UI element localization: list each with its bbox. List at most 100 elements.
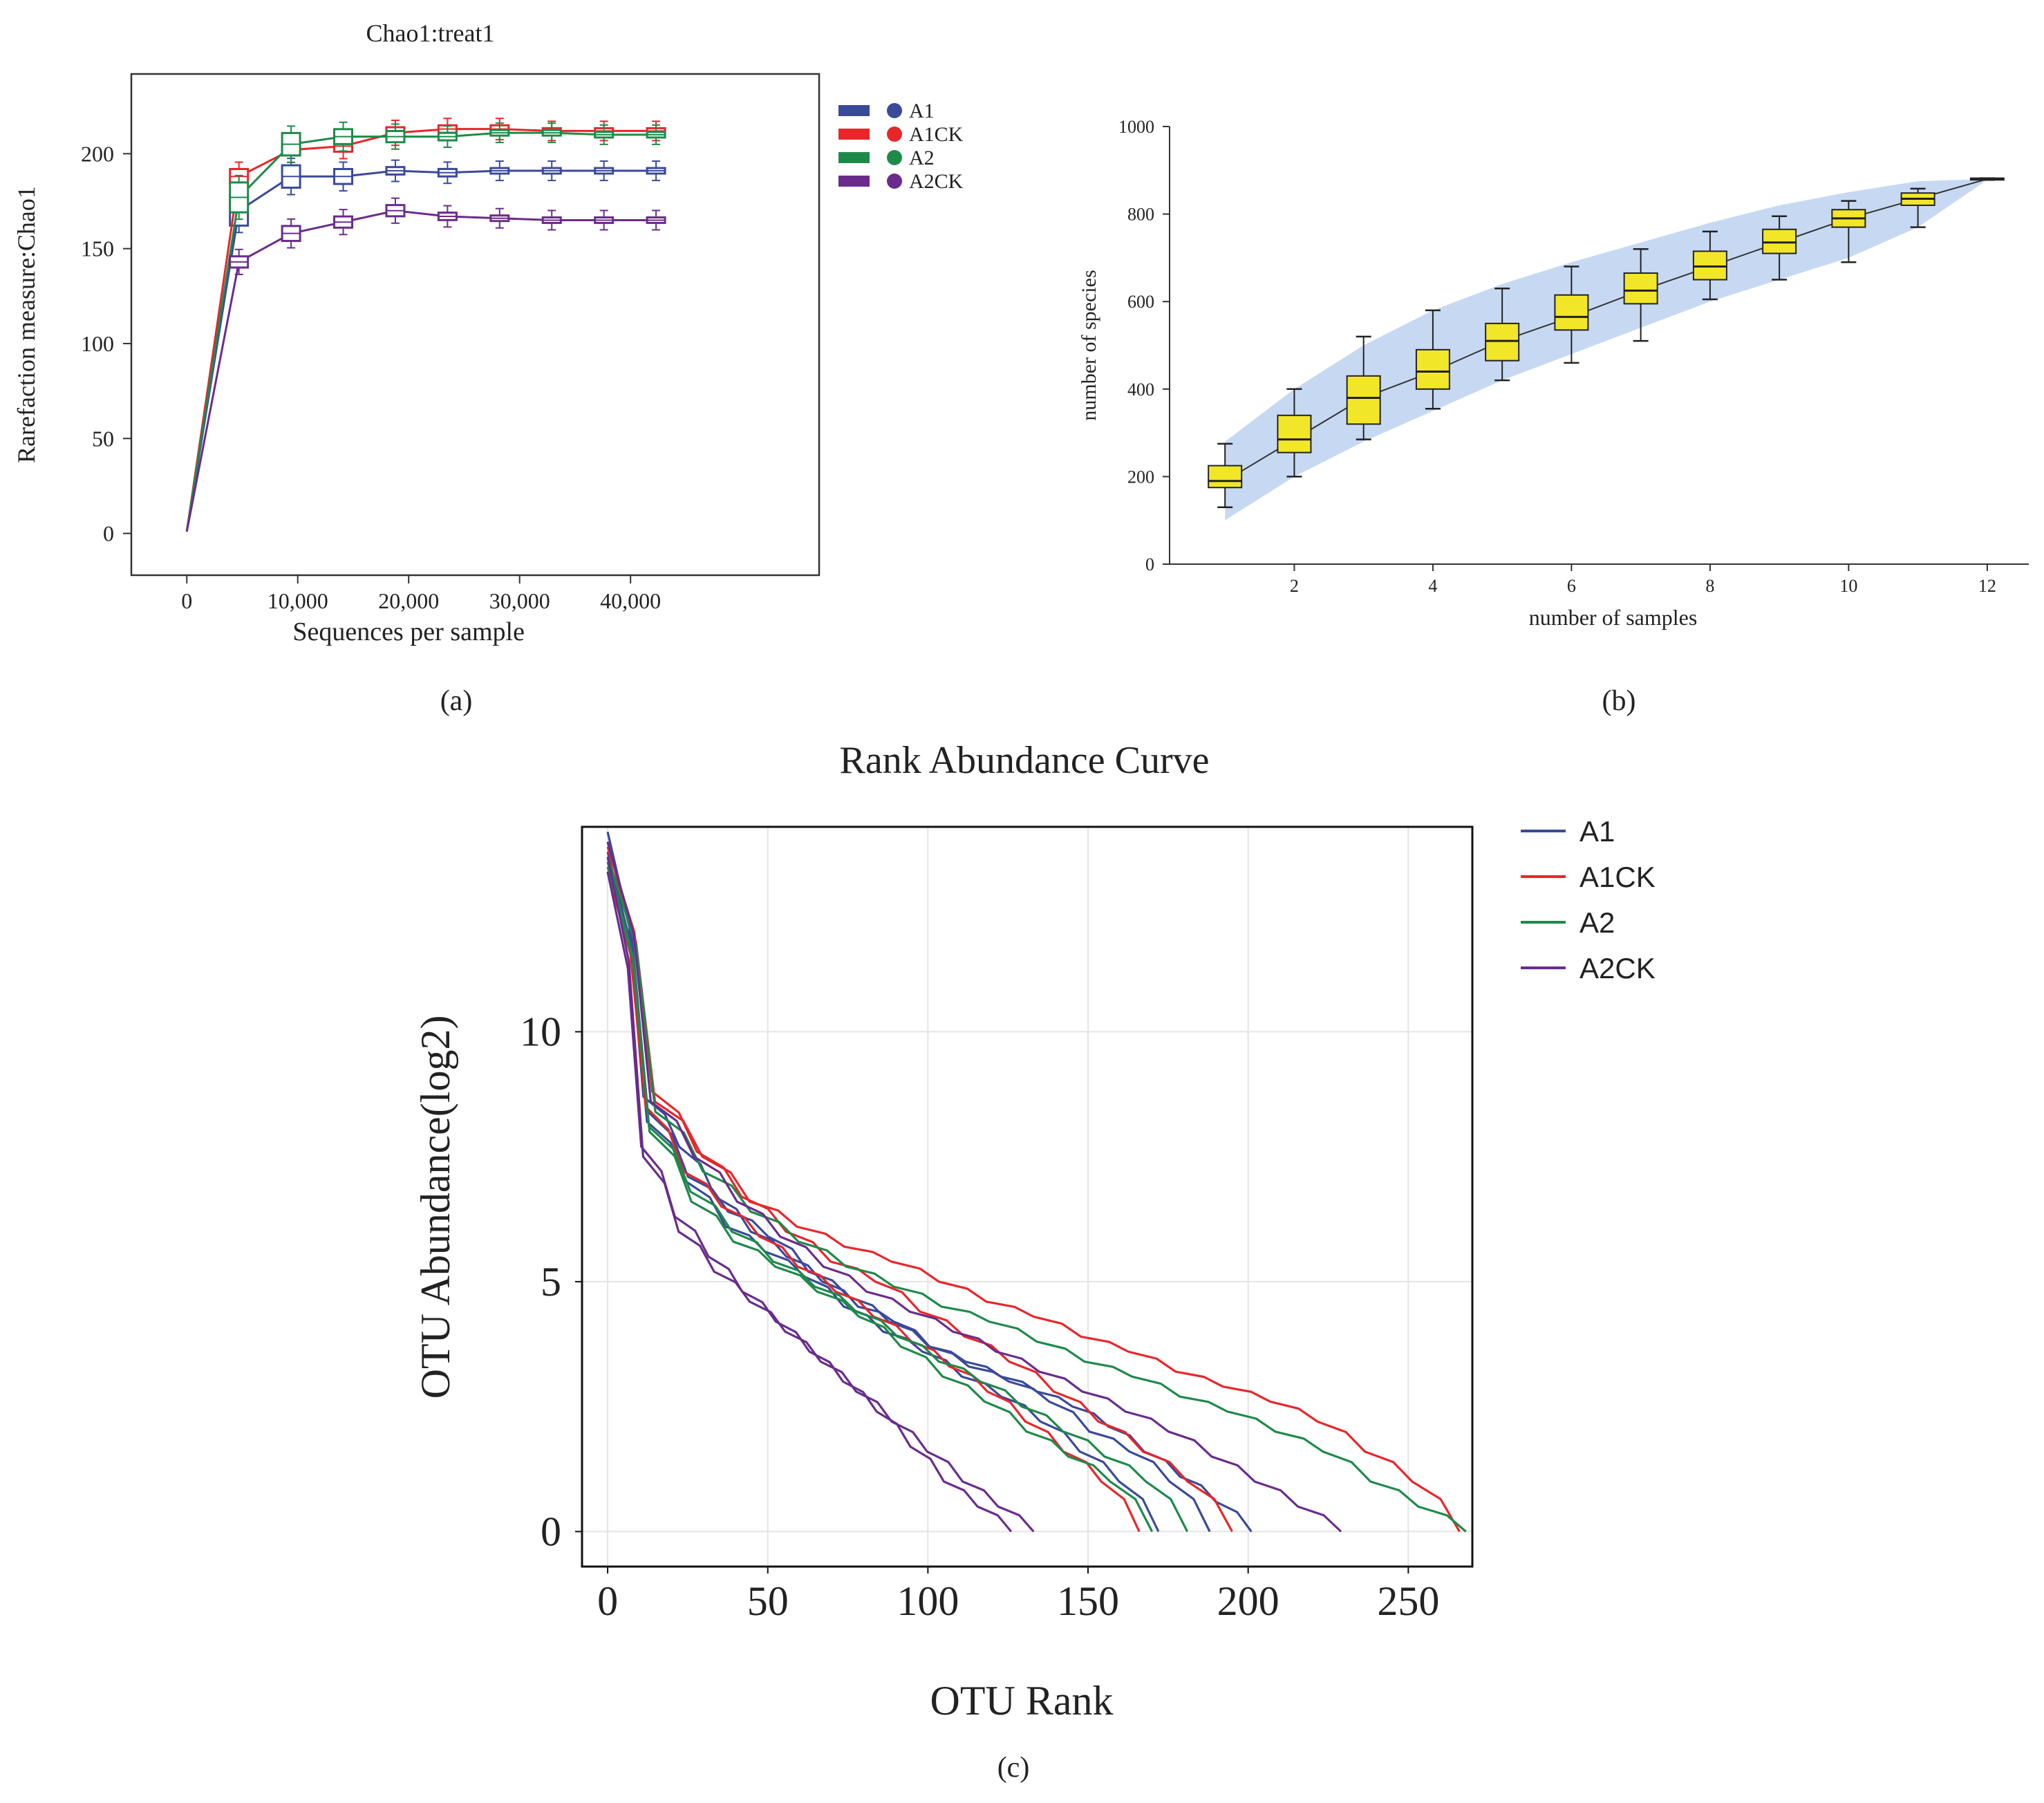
y-tick-label: 50 (92, 426, 114, 451)
series-a2 (606, 856, 1467, 1533)
panel-label-b: (b) (1602, 685, 1636, 717)
series-a2ck (606, 841, 1342, 1533)
y-tick-label: 200 (1127, 467, 1154, 487)
box-body (1346, 375, 1381, 425)
y-tick-label: 1000 (1118, 117, 1154, 137)
box-body (1485, 322, 1520, 362)
y-tick-label: 150 (81, 236, 114, 261)
y-tick-label: 0 (1145, 554, 1154, 574)
x-tick-label: 10,000 (268, 588, 328, 613)
legend-marker-a2 (887, 150, 902, 165)
box-4 (1415, 309, 1450, 410)
y-tick-label: 600 (1127, 292, 1154, 312)
series-line (185, 128, 657, 532)
series-a2 (185, 121, 666, 532)
series-line (185, 209, 657, 532)
y-tick-label: 200 (81, 141, 114, 166)
box-body (1415, 348, 1450, 390)
x-axis-label: Sequences per sample (292, 617, 525, 646)
y-axis-label: number of species (1078, 270, 1100, 420)
legend-swatch-a2 (838, 152, 870, 163)
rank-curve (606, 871, 1013, 1533)
rank-curve (606, 857, 1035, 1533)
box-body (1277, 414, 1312, 454)
legend-marker-a1 (887, 103, 902, 118)
rank-curve (606, 846, 1233, 1533)
box-body (1692, 250, 1727, 281)
x-axis-label: OTU Rank (930, 1678, 1114, 1723)
y-tick-label: 0 (541, 1508, 561, 1554)
legend-label-a2: A2 (909, 147, 935, 169)
x-tick-label: 6 (1567, 576, 1576, 596)
x-tick-label: 2 (1290, 576, 1299, 596)
confidence-band (1225, 178, 1987, 521)
series-a2ck (185, 197, 666, 532)
x-tick-label: 10 (1839, 576, 1857, 596)
legend-label-a1: A1 (1579, 815, 1615, 848)
rank-curve (606, 841, 1342, 1533)
legend-label-a2ck: A2CK (1579, 952, 1656, 984)
x-tick-label: 0 (181, 588, 192, 613)
rank-curve (606, 861, 1154, 1533)
box-2 (1277, 388, 1312, 478)
x-tick-label: 200 (1217, 1578, 1279, 1624)
box-body (1762, 228, 1797, 254)
chart-title: Chao1:treat1 (366, 19, 495, 47)
panel-label-a: (a) (440, 685, 473, 717)
series-line (185, 169, 657, 532)
series-line (185, 131, 657, 532)
box-6 (1554, 265, 1589, 364)
y-tick-label: 100 (81, 331, 114, 356)
box-5 (1485, 287, 1520, 382)
x-tick-label: 12 (1978, 576, 1996, 596)
x-tick-label: 20,000 (378, 588, 439, 613)
x-tick-label: 150 (1057, 1578, 1119, 1624)
box-body (1554, 294, 1589, 331)
legend-label-a1ck: A1CK (1579, 861, 1656, 893)
x-tick-label: 0 (597, 1578, 618, 1624)
box-body (1208, 465, 1243, 489)
box-11 (1900, 187, 1935, 228)
panel-label-c: (c) (997, 1752, 1030, 1784)
plot-frame (130, 73, 821, 577)
chart-title: Rank Abundance Curve (840, 739, 1210, 782)
y-tick-label: 10 (520, 1009, 561, 1054)
legend-swatch-a1ck (838, 129, 870, 140)
box-12 (1969, 177, 2005, 181)
box-8 (1692, 230, 1727, 301)
y-tick-label: 0 (103, 521, 114, 546)
panel-a: Chao1:treat1 0 10,000 20,000 30,000 40,000 0 50… (12, 19, 964, 717)
legend-swatch-a2ck (838, 176, 870, 187)
box-1 (1208, 442, 1243, 508)
y-axis-label: Rarefaction measure:Chao1 (12, 186, 40, 463)
box-3 (1346, 335, 1381, 440)
rank-curve (606, 851, 1160, 1533)
legend-swatch-a1 (838, 105, 870, 116)
y-tick-label: 400 (1127, 380, 1154, 400)
legend-label-a1ck: A1CK (909, 123, 964, 146)
box-9 (1762, 215, 1797, 281)
x-tick-label: 250 (1377, 1578, 1439, 1624)
x-axis-label: number of samples (1529, 605, 1698, 630)
rank-curve (606, 871, 1141, 1533)
x-tick-label: 30,000 (489, 588, 550, 613)
rank-curve (606, 856, 1461, 1533)
legend-label-a2: A2 (1579, 906, 1615, 939)
legend-label-a1: A1 (909, 100, 935, 122)
x-tick-label: 100 (897, 1578, 959, 1624)
y-tick-label: 5 (541, 1259, 561, 1305)
legend-marker-a2ck (887, 174, 902, 189)
panel-c: Rank Abundance Curve 0 50 100 150 200 250 0 5 10 O… (413, 739, 1656, 1784)
x-tick-label: 8 (1705, 576, 1714, 596)
panel-b: 0 200 400 600 800 1000 2 4 6 8 10 12 number of sampl… (1078, 117, 2029, 717)
plot-frame (581, 825, 1474, 1568)
rank-curve (606, 841, 1211, 1533)
legend-marker-a1ck (887, 127, 902, 142)
rank-curve (606, 866, 1189, 1533)
y-tick-label: 800 (1127, 205, 1154, 225)
x-tick-label: 4 (1428, 576, 1437, 596)
legend-label-a2ck: A2CK (909, 170, 964, 193)
rank-curve (606, 856, 1467, 1533)
box-10 (1831, 200, 1866, 263)
